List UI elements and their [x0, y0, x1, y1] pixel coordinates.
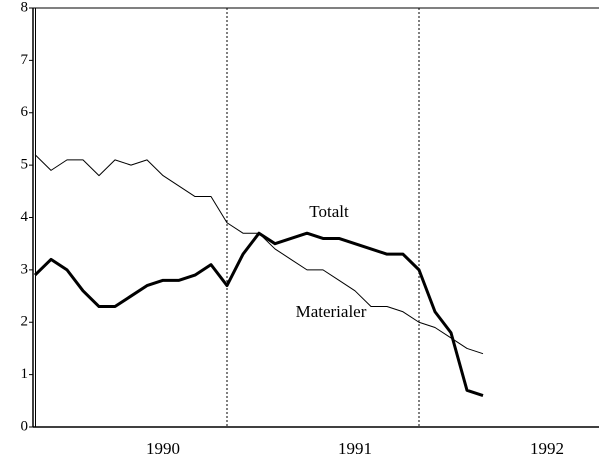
series-line	[34, 154, 484, 355]
y-tick-label: 5	[21, 157, 29, 173]
y-tick-label: 1	[21, 366, 29, 382]
series-label: Materialer	[296, 302, 367, 321]
y-tick-label: 7	[21, 52, 29, 68]
y-tick-label: 4	[21, 209, 29, 225]
y-tick-label: 3	[21, 261, 29, 277]
series-line	[33, 231, 484, 398]
y-tick-label: 8	[21, 0, 29, 15]
x-tick-label: 1990	[146, 439, 180, 458]
y-tick-label: 6	[21, 104, 29, 120]
y-tick-label: 2	[21, 314, 29, 330]
y-tick-label: 0	[21, 418, 29, 434]
x-tick-label: 1992	[530, 439, 564, 458]
series-label: Totalt	[309, 202, 349, 221]
x-tick-label: 1991	[338, 439, 372, 458]
